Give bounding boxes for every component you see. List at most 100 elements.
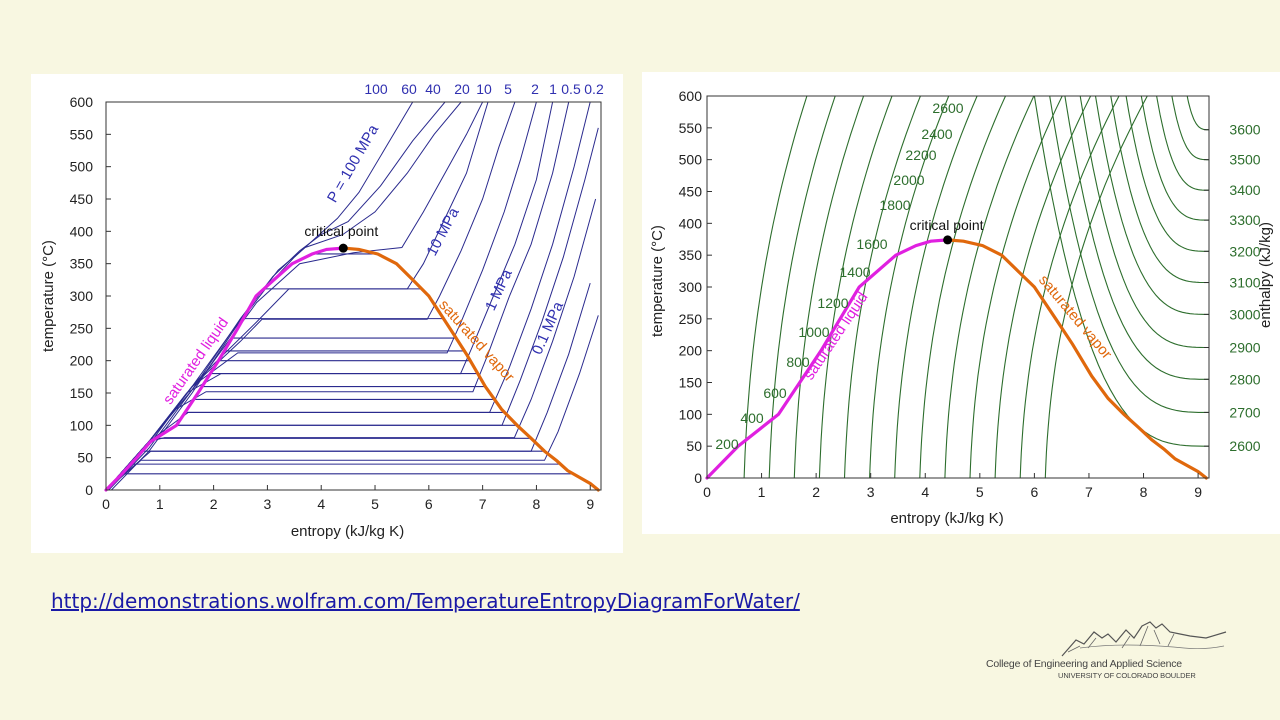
enthalpy-left-label: 600	[763, 385, 787, 401]
isenthalp-curve-3500	[1171, 96, 1209, 161]
y-tick-label: 50	[77, 450, 93, 466]
enthalpy-right-label: 3400	[1229, 182, 1260, 198]
pressure-top-label: 20	[454, 81, 470, 97]
saturated-liquid-curve	[104, 246, 345, 492]
x-tick-label: 3	[867, 484, 875, 500]
isenthalp-curve-2400	[1019, 96, 1120, 478]
enthalpy-right-label: 3600	[1229, 122, 1260, 138]
pressure-top-label: 60	[401, 81, 417, 97]
pressure-top-label: 2	[531, 81, 539, 97]
x-tick-label: 7	[479, 496, 487, 512]
isenthalp-curve-600	[793, 96, 865, 478]
isobar-curve-0p5	[106, 102, 570, 490]
isenthalp-curve-200	[743, 96, 808, 478]
enthalpy-left-label: 1800	[879, 197, 910, 213]
y-tick-label: 100	[679, 406, 703, 422]
isenthalp-curve-2000	[969, 96, 1063, 478]
y-tick-label: 200	[70, 353, 94, 369]
isobar-curve-0p05	[106, 198, 597, 490]
y-tick-label: 450	[70, 191, 94, 207]
y-tick-label: 150	[679, 375, 703, 391]
isobar-0p1mpa-label: 0.1 MPa	[529, 299, 568, 358]
enthalpy-left-label: 400	[740, 410, 764, 426]
isenthalp-curve-1800	[944, 96, 1035, 478]
isobar-curve-20	[106, 102, 484, 490]
y-tick-label: 500	[679, 152, 703, 168]
y-tick-label: 350	[679, 247, 703, 263]
x-tick-label: 4	[317, 496, 325, 512]
x-tick-label: 1	[156, 496, 164, 512]
ts-isenthalp-chart: 0 1 2 3 4 5 6 7 8 9 0 50 100 150 200 250 300 350 400 450 500…	[649, 88, 1274, 527]
x-tick-label: 8	[533, 496, 541, 512]
y-tick-label: 200	[679, 343, 703, 359]
x-tick-label: 4	[921, 484, 929, 500]
enthalpy-left-label: 2400	[921, 126, 952, 142]
x-tick-label: 5	[371, 496, 379, 512]
enthalpy-left-label: 2200	[905, 147, 936, 163]
ts-isobar-chart: 0 1 2 3 4 5 6 7 8 9050100150200250300350400450500…	[40, 81, 604, 540]
y-tick-label: 500	[70, 159, 94, 175]
pressure-top-label: 5	[504, 81, 512, 97]
isenthalp-curve-2600	[1044, 96, 1148, 478]
enthalpy-left-label: 1600	[856, 236, 887, 252]
x-tick-label: 9	[1194, 484, 1202, 500]
enthalpy-left-label: 2000	[893, 172, 924, 188]
x-tick-label: 0	[102, 496, 110, 512]
y-tick-label: 0	[85, 482, 93, 498]
y-tick-label: 250	[70, 320, 94, 336]
isenthalp-curve-2900	[1079, 96, 1209, 349]
isenthalp-curve-2800	[1064, 96, 1209, 380]
pressure-top-label: 40	[425, 81, 441, 97]
x-tick-label: 7	[1085, 484, 1093, 500]
y-tick-label: 350	[70, 256, 94, 272]
logo-college-name: College of Engineering and Applied Scien…	[986, 658, 1182, 670]
isenthalp-curve-2600	[1033, 96, 1209, 447]
x-tick-label: 3	[264, 496, 272, 512]
x-axis-label: entropy (kJ/kg K)	[291, 523, 404, 540]
saturated-vapor-curve	[946, 238, 1208, 480]
y-axis-label: temperature (°C)	[40, 240, 57, 352]
isobar-curve-60	[108, 102, 446, 490]
y-tick-label: 600	[70, 94, 94, 110]
y-tick-label: 0	[694, 470, 702, 486]
isenthalp-curve-3200	[1125, 96, 1209, 252]
y-tick-label: 400	[679, 215, 703, 231]
isenthalp-curve-3600	[1186, 96, 1209, 131]
isenthalp-curve-1400	[894, 96, 978, 478]
critical-point-label: critical point	[910, 217, 984, 233]
y-tick-label: 550	[679, 120, 703, 136]
pressure-top-label: 10	[476, 81, 492, 97]
y-tick-label: 550	[70, 126, 94, 142]
x-tick-label: 0	[703, 484, 711, 500]
isenthalp-curve-2200	[994, 96, 1092, 478]
critical-point-marker	[338, 243, 348, 253]
enthalpy-right-label: 2700	[1229, 404, 1260, 420]
isenthalp-curve-3100	[1110, 96, 1209, 284]
y-tick-label: 300	[70, 288, 94, 304]
isenthalp-curve-1000	[843, 96, 921, 478]
pressure-top-label: 0.2	[584, 81, 604, 97]
y-tick-label: 600	[679, 88, 703, 104]
cu-boulder-logo: College of Engineering and Applied Scien…	[984, 618, 1229, 688]
isobar-curve-0p2	[106, 102, 591, 490]
y-tick-label: 450	[679, 184, 703, 200]
y-tick-label: 250	[679, 311, 703, 327]
critical-point-label: critical point	[304, 223, 378, 239]
x-tick-label: 8	[1140, 484, 1148, 500]
isobar-10mpa-label: 10 MPa	[423, 204, 463, 258]
y-tick-label: 50	[686, 438, 702, 454]
wolfram-demo-link[interactable]: http://demonstrations.wolfram.com/Temper…	[51, 589, 800, 613]
isenthalp-curve-400	[768, 96, 836, 478]
enthalpy-right-label: 3300	[1229, 212, 1260, 228]
isobar-curve-1	[106, 102, 554, 490]
x-tick-label: 2	[210, 496, 218, 512]
enthalpy-left-label: 2600	[932, 100, 963, 116]
isobar-curve-0p01	[106, 315, 599, 490]
enthalpy-right-label: 2800	[1229, 371, 1260, 387]
plot-frame	[706, 95, 1210, 479]
isenthalp-curve-800	[818, 96, 893, 478]
isenthalp-curve-3000	[1094, 96, 1209, 315]
enthalpy-right-label: 3000	[1229, 306, 1260, 322]
x-tick-label: 6	[1030, 484, 1038, 500]
isobar-curve-0p02	[106, 282, 591, 490]
